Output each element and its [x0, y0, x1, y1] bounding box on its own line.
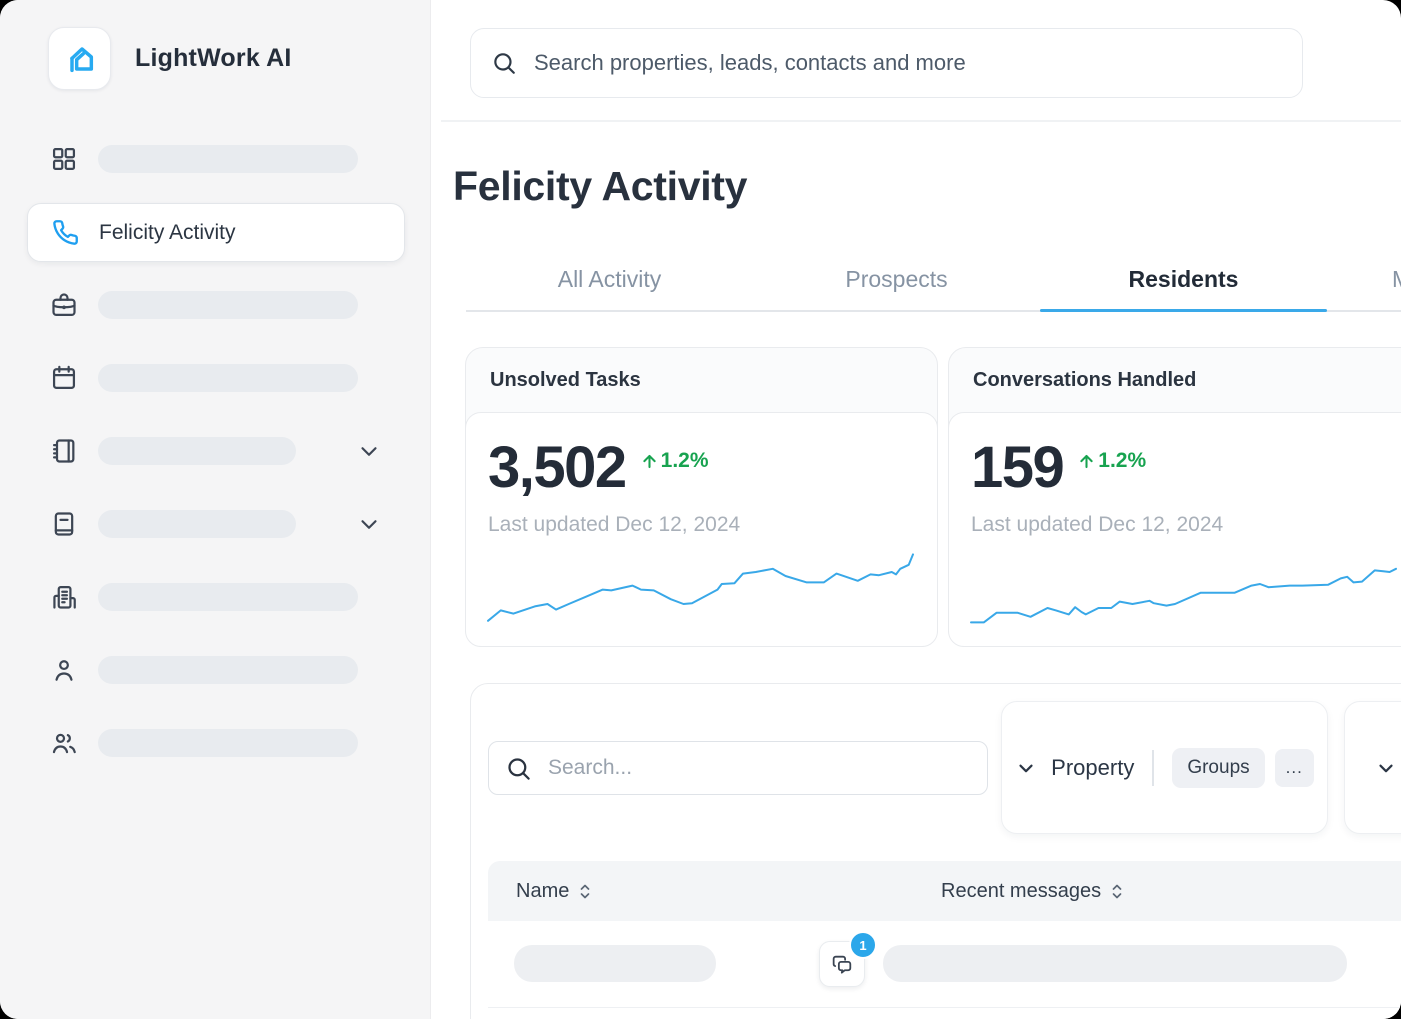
stat-updated: Last updated Dec 12, 2024 [971, 513, 1224, 536]
sidebar-item-dashboard[interactable] [27, 129, 405, 188]
sidebar-item-label: Felicity Activity [99, 220, 236, 244]
property-filter-label: Property [1051, 754, 1135, 780]
global-search-input[interactable] [532, 49, 1282, 77]
messages-button[interactable]: 1 [819, 931, 877, 987]
skeleton-bar [883, 945, 1347, 982]
tab-all-activity[interactable]: All Activity [557, 265, 662, 292]
brand-name: LightWork AI [135, 44, 292, 72]
brand: LightWork AI [48, 27, 292, 90]
sidebar-item-journal[interactable] [27, 494, 405, 553]
sidebar-item-briefcase[interactable] [27, 275, 405, 334]
skeleton-bar [98, 436, 296, 465]
tab-residents[interactable]: Residents [1040, 248, 1327, 312]
stat-card-body: 3,502 1.2% Last updated Dec 12, 2024 [465, 412, 938, 647]
panel-search-input[interactable] [546, 755, 971, 781]
divider [1152, 749, 1155, 786]
skeleton-bar [98, 582, 358, 611]
sidebar: LightWork AI Felicity Activity [0, 0, 431, 1019]
more-options-button[interactable]: ... [1274, 748, 1314, 787]
sort-icon [1112, 884, 1122, 898]
skeleton-bar [98, 363, 358, 392]
column-header-recent-messages[interactable]: Recent messages [941, 861, 1124, 921]
table-row[interactable]: 1 [488, 921, 1401, 1008]
tab-bar: All Activity Prospects Residents M [466, 248, 1401, 312]
tab-prospects[interactable]: Prospects [845, 265, 948, 292]
stat-delta: 1.2% [1077, 449, 1146, 473]
tab-truncated[interactable]: M [1327, 248, 1401, 310]
skeleton-bar [98, 728, 358, 757]
stat-card-unsolved-tasks: Unsolved Tasks 3,502 1.2% Last updated D… [465, 347, 938, 647]
sparkline-chart [488, 552, 913, 632]
arrow-up-icon [1080, 454, 1093, 468]
stat-card-title: Conversations Handled [973, 368, 1197, 391]
skeleton-bar [98, 509, 296, 538]
user-icon [50, 656, 78, 684]
home-icon [69, 46, 93, 72]
briefcase-icon [50, 291, 78, 319]
groups-button[interactable]: Groups [1172, 747, 1265, 788]
page-title: Felicity Activity [453, 163, 748, 209]
unread-count-badge: 1 [849, 931, 877, 959]
grid-icon [50, 145, 78, 173]
users-icon [50, 729, 78, 757]
residents-panel: Property Groups ... Name Recent messages [470, 683, 1401, 1019]
sidebar-item-people[interactable] [27, 713, 405, 772]
search-icon [494, 53, 515, 74]
chevron-down-icon [1379, 764, 1393, 772]
app-logo[interactable] [48, 27, 111, 90]
phone-icon [51, 219, 79, 246]
sort-icon [581, 884, 590, 898]
sidebar-item-calendar[interactable] [27, 348, 405, 407]
skeleton-bar [514, 945, 716, 982]
sidebar-item-building[interactable] [27, 567, 405, 626]
sparkline-chart [971, 552, 1396, 632]
table-row[interactable] [488, 1008, 1401, 1019]
building-icon [50, 583, 78, 611]
skeleton-bar [98, 290, 358, 319]
arrow-up-icon [642, 454, 656, 468]
extra-filter[interactable] [1344, 701, 1401, 834]
calendar-icon [50, 364, 78, 392]
stat-updated: Last updated Dec 12, 2024 [488, 513, 741, 536]
sidebar-item-notebook[interactable] [27, 421, 405, 480]
property-filter[interactable]: Property Groups ... [1001, 701, 1328, 834]
stat-card-conversations-handled: Conversations Handled 159 1.2% Last upda… [948, 347, 1401, 647]
stat-delta: 1.2% [640, 449, 709, 473]
chevron-down-icon [1019, 764, 1033, 772]
stat-value: 159 [971, 435, 1065, 500]
chevron-down-icon[interactable] [356, 438, 382, 464]
chat-bubbles-icon [832, 955, 851, 974]
stat-card-body: 159 1.2% Last updated Dec 12, 2024 [948, 412, 1401, 647]
table-header: Name Recent messages [488, 861, 1401, 921]
skeleton-bar [98, 144, 358, 173]
sidebar-item-felicity-activity[interactable]: Felicity Activity [27, 203, 405, 262]
column-header-name[interactable]: Name [516, 861, 592, 921]
stat-card-title: Unsolved Tasks [490, 368, 641, 391]
search-icon [508, 757, 530, 780]
notebook-icon [50, 437, 78, 465]
sidebar-item-person[interactable] [27, 640, 405, 699]
skeleton-bar [98, 655, 358, 684]
panel-search[interactable] [488, 741, 988, 795]
divider [441, 120, 1401, 122]
stat-value: 3,502 [488, 435, 627, 500]
global-search[interactable] [470, 28, 1303, 98]
book-icon [50, 510, 78, 538]
residents-table: Name Recent messages [488, 861, 1401, 1019]
chevron-down-icon[interactable] [356, 511, 382, 537]
